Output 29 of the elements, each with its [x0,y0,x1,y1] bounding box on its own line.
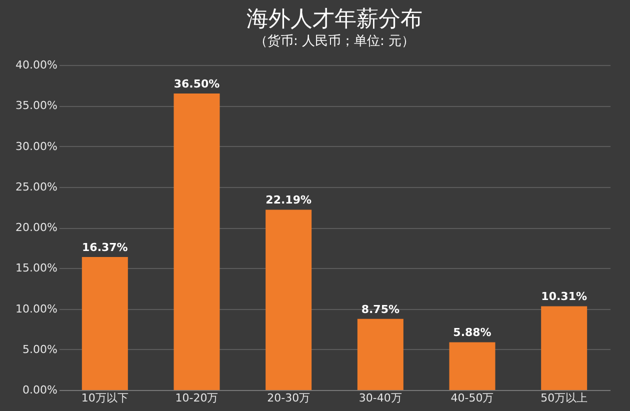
data-label: 36.50% [174,77,220,90]
x-tick-label: 40-50万 [450,392,494,404]
data-label: 16.37% [82,240,128,254]
y-tick-label: 5.00% [22,342,58,356]
bar [541,306,588,390]
data-label: 22.19% [266,194,312,207]
y-tick-label: 20.00% [16,221,58,234]
bar [82,256,128,390]
y-tick-label: 35.00% [16,99,58,112]
data-label: 8.75% [361,302,400,316]
data-label: 5.88% [453,326,492,340]
x-tick-label: 50万以上 [540,392,588,404]
x-tick-label: 10-20万 [175,392,218,404]
y-tick-label: 40.00% [16,58,58,72]
x-tick-label: 20-30万 [267,392,310,404]
bar [357,318,404,390]
bar [266,210,312,390]
bar [174,93,220,390]
x-tick-label: 30-40万 [358,392,402,404]
chart-title: 海外人才年薪分布 [246,7,422,32]
chart-subtitle: （货币: 人民币；单位: 元） [254,34,415,49]
y-tick-label: 0.00% [22,384,58,396]
x-tick-label: 10万以下 [81,392,128,404]
y-tick-label: 25.00% [16,180,58,194]
y-tick-label: 10.00% [16,302,58,316]
y-tick-label: 30.00% [16,140,58,153]
data-label: 10.31% [541,290,587,304]
y-tick-label: 15.00% [16,262,58,275]
bar [449,342,496,390]
